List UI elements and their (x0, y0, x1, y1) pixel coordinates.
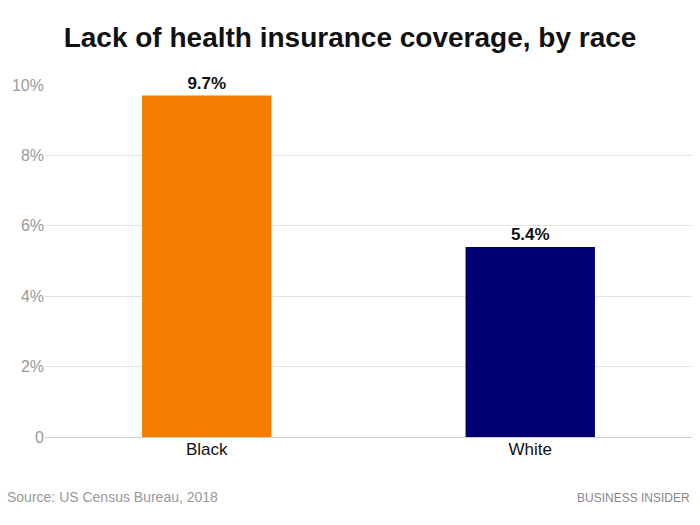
svg-text:9.7%: 9.7% (187, 74, 226, 93)
svg-text:8%: 8% (21, 147, 44, 164)
svg-text:5.4%: 5.4% (511, 225, 550, 244)
svg-text:10%: 10% (12, 77, 44, 94)
svg-text:Source: US Census Bureau, 2018: Source: US Census Bureau, 2018 (7, 489, 218, 505)
svg-text:0: 0 (35, 429, 44, 446)
svg-text:Lack of health insurance cover: Lack of health insurance coverage, by ra… (64, 22, 637, 53)
svg-text:4%: 4% (21, 288, 44, 305)
svg-text:Black: Black (186, 440, 228, 459)
svg-text:BUSINESS INSIDER: BUSINESS INSIDER (577, 491, 690, 505)
svg-text:White: White (509, 440, 552, 459)
svg-text:2%: 2% (21, 358, 44, 375)
svg-text:6%: 6% (21, 217, 44, 234)
